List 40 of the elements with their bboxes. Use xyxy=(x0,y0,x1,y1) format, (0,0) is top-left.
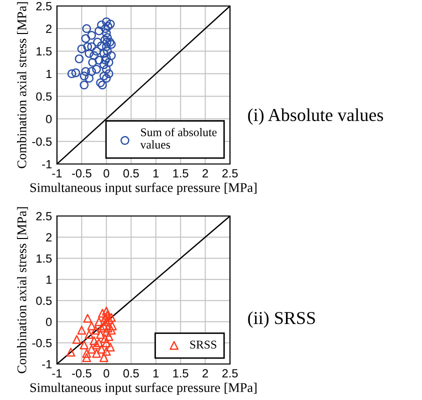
y-tick-label: 1.5 xyxy=(36,254,52,263)
y-tick-label: 0.5 xyxy=(36,92,52,101)
x-axis-title: Simultaneous input surface pressure [MPa] xyxy=(30,382,256,395)
x-tick-label: 0.5 xyxy=(123,369,139,378)
legend-label: Sum of absolute values xyxy=(140,128,217,149)
y-tick-label: 1.5 xyxy=(36,47,52,56)
x-tick-label: -1 xyxy=(52,169,62,178)
x-tick-label: 0 xyxy=(104,369,110,378)
x-tick-label: -1 xyxy=(52,369,62,378)
x-tick-label: 2 xyxy=(202,169,208,178)
x-tick-label: 2 xyxy=(202,369,208,378)
y-axis-title: Combination axial stress [MPa] xyxy=(17,207,28,374)
x-tick-label: 1.5 xyxy=(173,369,188,378)
x-tick-label: -0.5 xyxy=(72,169,92,178)
y-tick-label: 2.5 xyxy=(36,2,52,10)
y-tick-label: 2 xyxy=(46,233,52,242)
y-tick-label: 2 xyxy=(46,24,52,33)
y-axis-title: Combination axial stress [MPa] xyxy=(17,2,28,168)
text: (i) Absolute values xyxy=(248,108,384,125)
y-tick-label: 0.5 xyxy=(36,296,52,305)
x-tick-label: 1 xyxy=(153,369,159,378)
y-tick-label: -0.5 xyxy=(32,137,52,146)
legend-label: SRSS xyxy=(190,340,216,349)
x-tick-label: 2.5 xyxy=(222,369,238,378)
x-tick-label: 0.5 xyxy=(123,169,139,178)
y-tick-label: -1 xyxy=(42,160,52,168)
x-axis-title: Simultaneous input surface pressure [MPa] xyxy=(30,182,256,195)
x-tick-label: -0.5 xyxy=(72,369,92,378)
y-tick-label: 1 xyxy=(46,276,52,284)
y-tick-label: 0 xyxy=(46,318,52,326)
text: (ii) SRSS xyxy=(248,311,315,328)
x-tick-label: 1 xyxy=(153,169,159,178)
x-tick-label: 1.5 xyxy=(173,169,188,178)
y-tick-label: 2.5 xyxy=(36,212,52,220)
y-tick-label: 1 xyxy=(46,70,52,78)
y-tick-label: -1 xyxy=(42,360,52,368)
y-tick-label: -0.5 xyxy=(32,338,52,348)
y-tick-label: 0 xyxy=(46,114,52,124)
x-tick-label: 0 xyxy=(104,169,110,178)
x-tick-label: 2.5 xyxy=(222,169,238,178)
